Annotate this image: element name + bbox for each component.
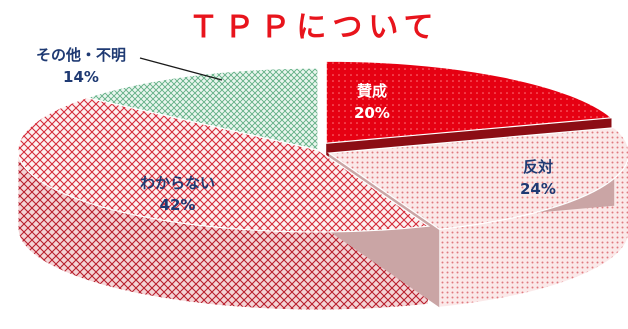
- pie-slice-wakaranai: [17, 97, 431, 233]
- chart-title: ＴＰＰについて: [188, 10, 440, 45]
- slice-label-sonota-name: その他・不明: [36, 46, 127, 64]
- slice-label-sansei-value: 20%: [354, 104, 390, 122]
- slice-label-wakaranai: わからない 42%: [140, 172, 215, 216]
- slice-label-sansei: 賛成 20%: [354, 80, 390, 124]
- slice-label-wakaranai-name: わからない: [140, 174, 216, 192]
- slice-label-sonota: その他・不明 14%: [36, 44, 126, 88]
- pie-slice-sansei: [325, 60, 613, 144]
- pie-slice-hantai: [327, 127, 628, 230]
- slice-label-hantai: 反対 24%: [520, 156, 556, 200]
- leader-line: [139, 57, 223, 81]
- slice-label-wakaranai-value: 42%: [159, 196, 196, 214]
- slice-label-hantai-name: 反対: [522, 158, 553, 176]
- slice-label-hantai-value: 24%: [520, 180, 556, 198]
- slice-label-sonota-value: 14%: [63, 68, 99, 86]
- pie-slice-sonota: [84, 67, 319, 151]
- slice-label-sansei-name: 賛成: [356, 82, 387, 100]
